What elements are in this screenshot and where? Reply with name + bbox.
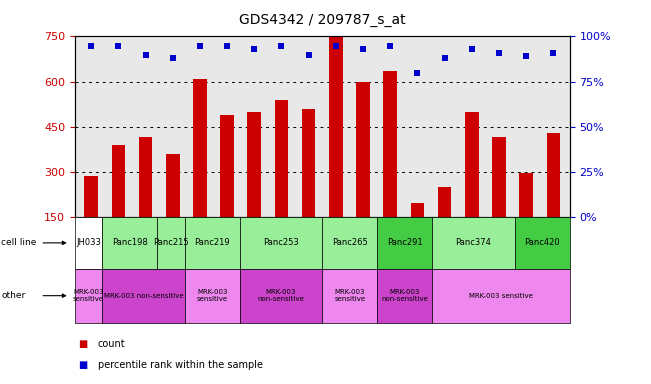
Text: Panc265: Panc265	[332, 238, 368, 247]
Text: Panc374: Panc374	[456, 238, 492, 247]
Point	[113, 43, 124, 49]
Point	[249, 46, 260, 52]
Text: MRK-003
non-sensitive: MRK-003 non-sensitive	[381, 289, 428, 302]
Text: Panc420: Panc420	[524, 238, 560, 247]
Text: JH033: JH033	[76, 238, 101, 247]
Bar	[166, 154, 180, 262]
Point	[548, 50, 559, 56]
Point	[412, 70, 422, 76]
Text: MRK-003
sensitive: MRK-003 sensitive	[197, 289, 228, 302]
Text: ■: ■	[78, 360, 87, 370]
Bar	[329, 33, 342, 262]
Text: other: other	[1, 291, 25, 300]
Bar	[85, 176, 98, 262]
Bar	[275, 100, 288, 262]
Bar	[437, 187, 451, 262]
Bar	[492, 137, 506, 262]
Point	[167, 55, 178, 61]
Bar	[465, 112, 478, 262]
Text: MRK-003 sensitive: MRK-003 sensitive	[469, 293, 533, 299]
Bar	[411, 204, 424, 262]
Point	[303, 51, 314, 58]
Text: GDS4342 / 209787_s_at: GDS4342 / 209787_s_at	[239, 13, 406, 27]
Bar	[519, 173, 533, 262]
Text: cell line: cell line	[1, 238, 36, 247]
Text: Panc253: Panc253	[263, 238, 299, 247]
Point	[493, 50, 504, 56]
Text: MRK-003
sensitive: MRK-003 sensitive	[334, 289, 365, 302]
Text: Panc291: Panc291	[387, 238, 422, 247]
Point	[86, 43, 96, 49]
Bar	[356, 82, 370, 262]
Point	[385, 43, 395, 49]
Text: Panc198: Panc198	[112, 238, 148, 247]
Text: MRK-003
non-sensitive: MRK-003 non-sensitive	[258, 289, 305, 302]
Bar	[220, 115, 234, 262]
Point	[358, 46, 368, 52]
Point	[331, 43, 341, 49]
Bar	[383, 71, 397, 262]
Point	[467, 46, 477, 52]
Bar	[111, 145, 125, 262]
Bar	[302, 109, 316, 262]
Text: count: count	[98, 339, 125, 349]
Bar	[193, 79, 207, 262]
Bar	[139, 137, 152, 262]
Text: percentile rank within the sample: percentile rank within the sample	[98, 360, 262, 370]
Text: Panc219: Panc219	[195, 238, 230, 247]
Point	[439, 55, 450, 61]
Text: MRK-003 non-sensitive: MRK-003 non-sensitive	[104, 293, 184, 299]
Bar	[547, 133, 560, 262]
Point	[222, 43, 232, 49]
Point	[276, 43, 286, 49]
Text: ■: ■	[78, 339, 87, 349]
Bar	[247, 112, 261, 262]
Text: MRK-003
sensitive: MRK-003 sensitive	[73, 289, 104, 302]
Text: Panc215: Panc215	[153, 238, 189, 247]
Point	[141, 51, 151, 58]
Point	[195, 43, 205, 49]
Point	[521, 53, 531, 60]
